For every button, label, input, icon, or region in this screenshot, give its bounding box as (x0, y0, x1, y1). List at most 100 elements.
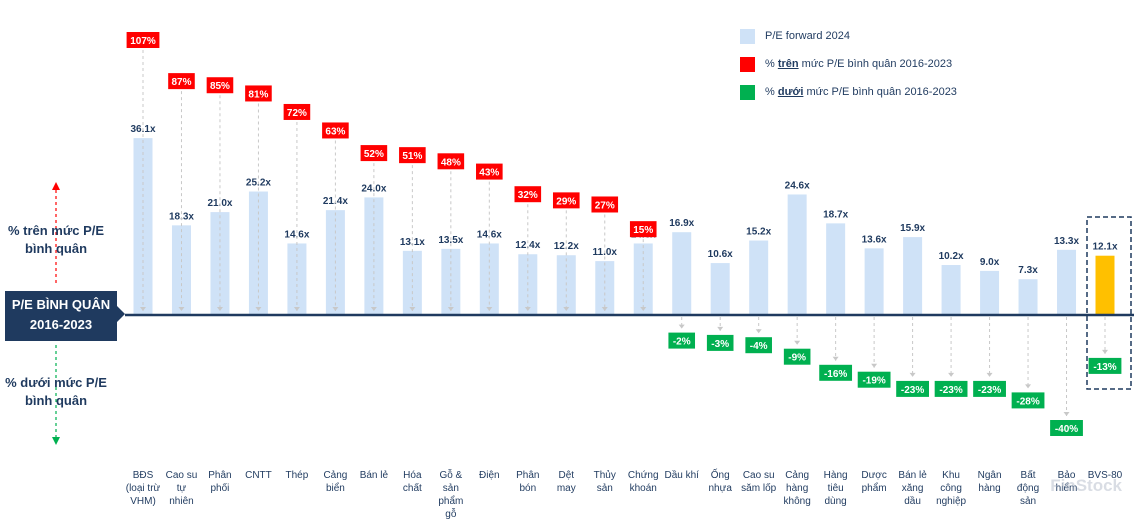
value-label: 24.6x (785, 180, 810, 191)
category-label: Chứng khoán (628, 470, 659, 494)
value-label: 9.0x (980, 257, 1000, 268)
pct-label: -40% (1055, 424, 1078, 435)
value-label: 12.4x (515, 240, 540, 251)
bar (248, 191, 268, 315)
connector-arrow (678, 324, 685, 329)
value-label: 10.2x (939, 251, 964, 262)
pct-badge (283, 103, 311, 120)
bar (903, 237, 923, 315)
category-label: BĐS (loại trừ VHM) (126, 470, 161, 507)
connector-arrow (486, 307, 493, 311)
category-label: Cao su tự nhiên (166, 470, 198, 507)
category-label: Điện (479, 470, 500, 481)
connector-arrow (524, 307, 531, 311)
pct-label: 32% (518, 190, 538, 201)
connector-arrow (909, 372, 916, 377)
pct-label: 43% (479, 168, 499, 179)
bar (1057, 249, 1077, 315)
pct-label: 72% (287, 108, 307, 119)
pct-badge (745, 337, 772, 354)
category-label: Bán lẻ xăng dầu (898, 470, 927, 507)
average-pe-pointer (117, 306, 125, 322)
pct-label: -13% (1093, 362, 1116, 373)
connector-arrow (1025, 384, 1032, 389)
category-label: Bán lẻ (360, 470, 389, 481)
value-label: 18.3x (169, 211, 194, 222)
bar (1095, 255, 1115, 315)
value-label: 12.1x (1092, 242, 1117, 253)
category-label: Bất động sản (1017, 469, 1039, 507)
bar (633, 243, 653, 315)
arrow-up-head (52, 182, 60, 190)
pct-badge (668, 332, 696, 349)
above-average-label: % trên mức P/E bình quân (7, 223, 105, 256)
legend-label-above: mức P/E bình quân 2016-2023 (798, 58, 953, 70)
pct-label: -16% (824, 369, 847, 380)
legend-item-pe: P/E forward 2024 (740, 22, 957, 50)
legend-label-pe: P/E forward 2024 (765, 30, 850, 42)
bar (710, 263, 730, 315)
bar (364, 197, 384, 315)
category-label: CNTT (245, 470, 272, 481)
category-label: Thép (286, 470, 309, 481)
legend-item-below: % dưới mức P/E bình quân 2016-2023 (740, 78, 957, 106)
bar (787, 194, 807, 315)
connector-arrow (447, 307, 454, 311)
pct-label: 85% (210, 81, 230, 92)
pct-badge (934, 380, 968, 397)
legend-swatch-below (740, 84, 755, 100)
value-label: 7.3x (1018, 265, 1038, 276)
connector-arrow (871, 363, 878, 368)
value-label: 13.3x (1054, 236, 1079, 247)
value-label: 16.9x (669, 218, 694, 229)
connector-arrow (255, 307, 262, 311)
connector-arrow (601, 307, 608, 311)
value-label: 15.2x (746, 227, 771, 238)
legend: P/E forward 2024 % trên mức P/E bình quâ… (740, 22, 957, 106)
pct-badge (245, 85, 272, 102)
pct-label: 51% (402, 151, 422, 162)
highlight-frame (1086, 216, 1132, 390)
category-label: Ống nhựa (709, 467, 733, 494)
pct-label: 87% (171, 77, 191, 88)
connector-arrow (178, 307, 185, 311)
bar (672, 232, 692, 315)
category-label: Cảng biển (323, 470, 347, 494)
value-label: 18.7x (823, 209, 848, 220)
pct-label: -23% (939, 385, 962, 396)
category-label: Phân phối (208, 470, 231, 494)
legend-item-above: % trên mức P/E bình quân 2016-2023 (740, 50, 957, 78)
connector-arrow (755, 329, 762, 334)
bar (171, 225, 191, 315)
category-label: Dệt may (557, 470, 576, 494)
connector-arrow (794, 340, 801, 345)
bar (1018, 279, 1038, 315)
connector-arrow (332, 307, 339, 311)
pct-label: 107% (130, 36, 156, 47)
bar (864, 248, 884, 315)
category-label: Gỗ & sản phẩm gỗ (438, 468, 463, 520)
category-label: Cảng hàng không (784, 470, 811, 507)
category-label: Dược phẩm (861, 470, 886, 494)
legend-swatch-pe (740, 28, 755, 44)
pct-label: -19% (862, 376, 885, 387)
pct-label: -23% (901, 385, 924, 396)
category-label: Hóa chất (403, 470, 422, 494)
bar (826, 223, 846, 315)
legend-label-below: mức P/E bình quân 2016-2023 (803, 86, 957, 98)
pct-label: 52% (364, 149, 384, 160)
pct-badge (206, 77, 234, 94)
category-label: Ngân hàng (978, 470, 1002, 494)
pct-badge (783, 348, 811, 365)
pct-badge (1011, 392, 1045, 409)
pct-badge (514, 186, 542, 203)
category-label: Phân bón (516, 470, 539, 494)
pct-badge (629, 221, 657, 238)
category-label: Thủy sản (594, 469, 616, 494)
pct-label: -23% (978, 385, 1001, 396)
connector-arrow (563, 307, 570, 311)
value-label: 13.5x (438, 235, 463, 246)
bar (402, 250, 422, 315)
connector-arrow (370, 307, 377, 311)
